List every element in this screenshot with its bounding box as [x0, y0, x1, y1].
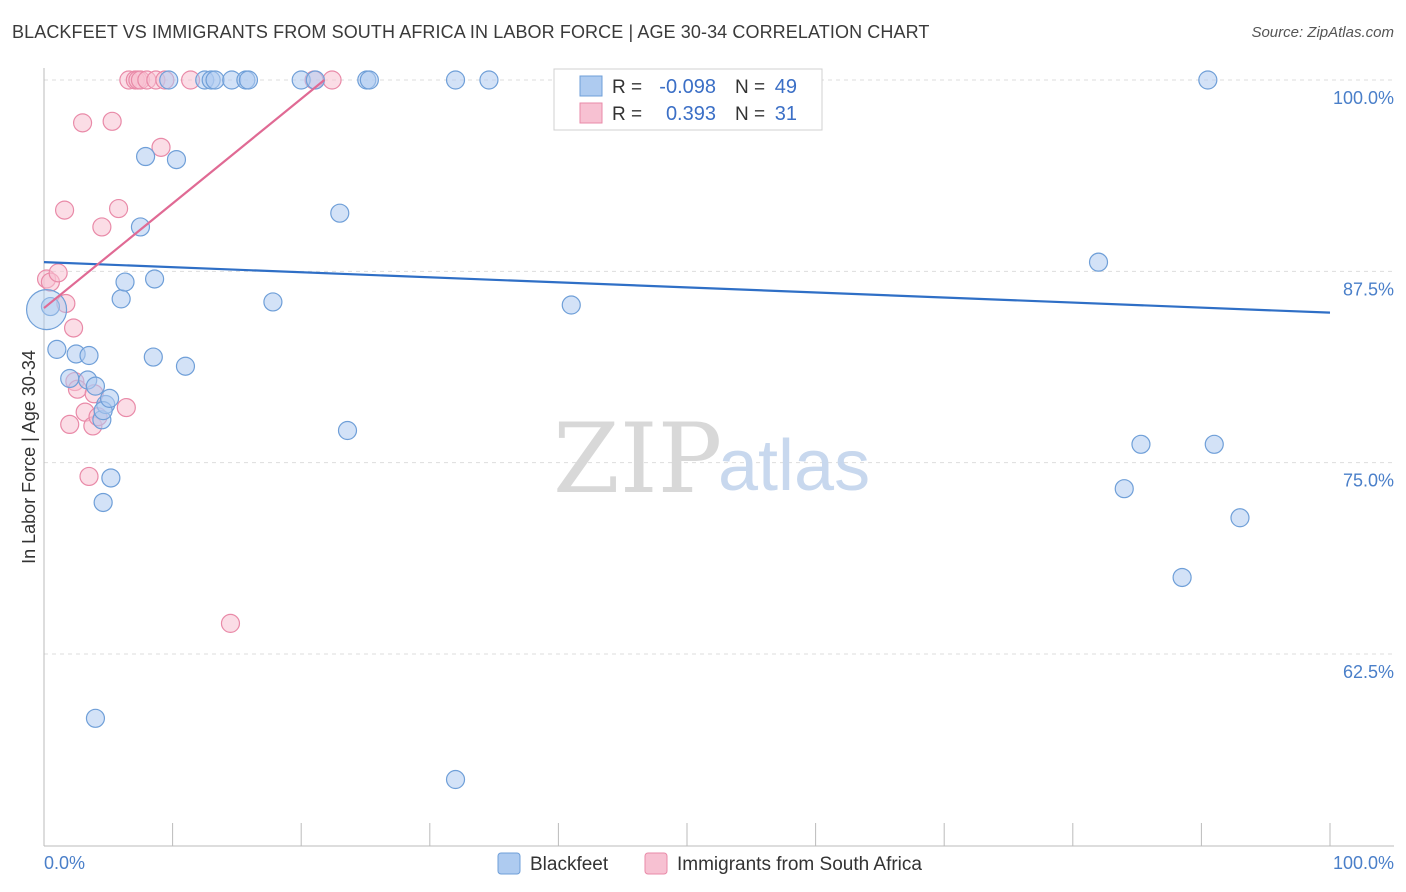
stats-r-value-south-africa: 0.393 [666, 103, 716, 125]
blackfeet-point [175, 356, 196, 376]
x-tick-label-right: 100.0% [1333, 853, 1394, 873]
blackfeet-point [238, 70, 259, 90]
blackfeet-point [561, 295, 581, 315]
blackfeet-point [111, 289, 131, 309]
blackfeet-point [1114, 479, 1134, 499]
blackfeet-point [1204, 434, 1224, 454]
legend-label-south-africa: Immigrants from South Africa [677, 854, 922, 875]
blackfeet-point [445, 769, 466, 790]
blackfeet-point [263, 292, 283, 312]
y-axis-label: In Labor Force | Age 30-34 [19, 350, 39, 564]
blackfeet-point [159, 70, 179, 90]
blackfeet-point [135, 146, 156, 167]
stats-r-value-blackfeet: -0.098 [659, 76, 716, 98]
legend-swatch-south-africa [644, 852, 668, 875]
stats-swatch-south-africa [579, 102, 603, 124]
south-africa-point [60, 414, 80, 434]
legend-label-blackfeet: Blackfeet [530, 854, 609, 875]
blackfeet-point [143, 347, 163, 367]
south-africa-point [220, 613, 241, 633]
trend-lines [43, 79, 1331, 314]
gridlines [44, 79, 1394, 655]
blackfeet-point [479, 70, 499, 90]
stats-swatch-blackfeet [579, 75, 603, 97]
blackfeet-point [337, 420, 358, 441]
blackfeet-point [93, 492, 113, 513]
blackfeet-point [1088, 252, 1109, 272]
trend-line-south-africa [43, 79, 326, 309]
y-tick-label: 87.5% [1343, 279, 1394, 299]
blackfeet-point [144, 269, 165, 289]
trend-line-blackfeet [43, 261, 1331, 314]
blackfeet-point [130, 217, 151, 237]
blackfeet-point [205, 70, 225, 90]
south-africa-point [151, 137, 171, 157]
watermark: ZIP atlas [553, 403, 870, 515]
blackfeet-point [359, 70, 379, 90]
stats-n-value-blackfeet: 49 [775, 76, 797, 98]
x-ticks [43, 823, 1331, 846]
x-tick-label-left: 0.0% [44, 853, 85, 873]
stats-r-label-south-africa: R = [612, 104, 642, 125]
blackfeet-point [166, 149, 187, 170]
watermark-zip: ZIP [553, 403, 722, 515]
stats-n-label-south-africa: N = [735, 104, 765, 125]
south-africa-point [322, 70, 342, 90]
south-africa-point [116, 397, 136, 418]
south-africa-point [72, 113, 93, 133]
blackfeet-point [1198, 70, 1218, 90]
south-africa-point [108, 198, 129, 219]
watermark-atlas: atlas [718, 426, 870, 506]
y-tick-label: 62.5% [1343, 662, 1394, 682]
blackfeet-point-cluster [25, 289, 68, 331]
blackfeet-point [85, 376, 106, 396]
blackfeet-point [99, 388, 120, 408]
south-africa-point [48, 263, 68, 283]
blackfeet-point [101, 468, 121, 488]
south-africa-point [54, 200, 75, 220]
stats-n-label-blackfeet: N = [735, 77, 765, 98]
series-immigrants-south-africa [36, 70, 342, 633]
blackfeet-point [1172, 567, 1192, 588]
blackfeet-point [1131, 434, 1151, 454]
bottom-legend: Blackfeet Immigrants from South Africa [497, 852, 922, 875]
series-blackfeet [25, 70, 1250, 790]
blackfeet-point [445, 70, 466, 90]
legend-swatch-blackfeet [497, 852, 521, 875]
blackfeet-point [79, 345, 99, 366]
south-africa-point [63, 318, 84, 338]
blackfeet-point [85, 708, 106, 728]
stats-legend: R = -0.098 N = 49 R = 0.393 N = 31 [553, 68, 823, 131]
blackfeet-point [115, 272, 135, 292]
stats-r-label-blackfeet: R = [612, 77, 642, 98]
south-africa-point [79, 466, 99, 487]
south-africa-point [102, 111, 122, 131]
axes [43, 68, 1394, 847]
blackfeet-point [60, 368, 80, 389]
source-credit: Source: ZipAtlas.com [1251, 24, 1394, 41]
blackfeet-point [330, 203, 350, 223]
blackfeet-point [40, 296, 61, 317]
stats-n-value-south-africa: 31 [775, 103, 797, 125]
chart-title: BLACKFEET VS IMMIGRANTS FROM SOUTH AFRIC… [12, 22, 930, 42]
blackfeet-point [47, 339, 67, 359]
y-tick-label: 75.0% [1343, 471, 1394, 491]
blackfeet-point [1230, 508, 1250, 528]
y-tick-labels: 100.0% 87.5% 75.0% 62.5% [1333, 88, 1394, 682]
south-africa-point [92, 217, 112, 237]
y-tick-label: 100.0% [1333, 88, 1394, 108]
